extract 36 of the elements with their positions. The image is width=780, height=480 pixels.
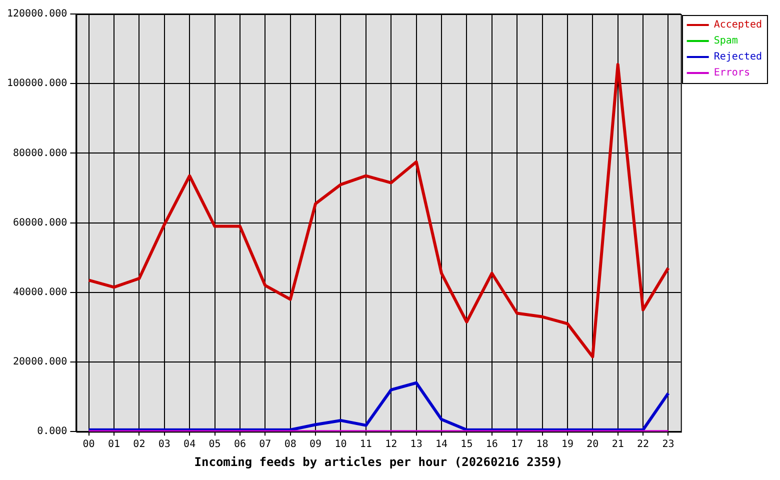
- y-tick-label: 20000.000: [13, 356, 68, 368]
- x-tick-label: 19: [561, 439, 574, 450]
- x-tick-label: 12: [385, 439, 398, 450]
- x-tick-label: 14: [435, 439, 448, 450]
- legend-label: Rejected: [714, 52, 762, 63]
- y-tick-label: 100000.000: [6, 78, 68, 90]
- x-tick-label: 05: [208, 439, 221, 450]
- x-axis-title: Incoming feeds by articles per hour (20260216 2359): [194, 454, 563, 469]
- x-tick-label: 23: [662, 439, 674, 450]
- x-tick-label: 09: [310, 439, 322, 450]
- y-tick-label: 40000.000: [13, 286, 68, 298]
- x-tick-label: 15: [460, 439, 473, 450]
- x-tick-label: 11: [360, 439, 372, 450]
- x-tick-label: 08: [284, 439, 296, 450]
- x-tick-label: 01: [108, 439, 120, 450]
- x-tick-label: 06: [234, 439, 246, 450]
- x-tick-label: 02: [133, 439, 146, 450]
- legend-label: Errors: [714, 68, 750, 79]
- x-tick-label: 17: [511, 439, 524, 450]
- x-tick-label: 20: [586, 439, 599, 450]
- y-tick-label: 120000.000: [6, 8, 68, 20]
- x-tick-label: 16: [486, 439, 498, 450]
- legend-label: Accepted: [714, 20, 762, 31]
- y-tick-label: 0.000: [37, 426, 68, 438]
- x-tick-label: 04: [184, 439, 196, 450]
- x-tick-label: 18: [536, 439, 548, 450]
- x-tick-label: 03: [158, 439, 170, 450]
- x-tick-label: 10: [334, 439, 347, 450]
- x-tick-label: 22: [637, 439, 650, 450]
- y-tick-label: 80000.000: [13, 148, 68, 159]
- y-tick-label: 60000.000: [13, 217, 68, 228]
- x-tick-label: 13: [410, 439, 422, 450]
- legend-label: Spam: [714, 36, 738, 47]
- x-tick-label: 07: [259, 439, 272, 450]
- x-tick-label: 00: [82, 439, 95, 450]
- x-tick-label: 21: [612, 439, 624, 450]
